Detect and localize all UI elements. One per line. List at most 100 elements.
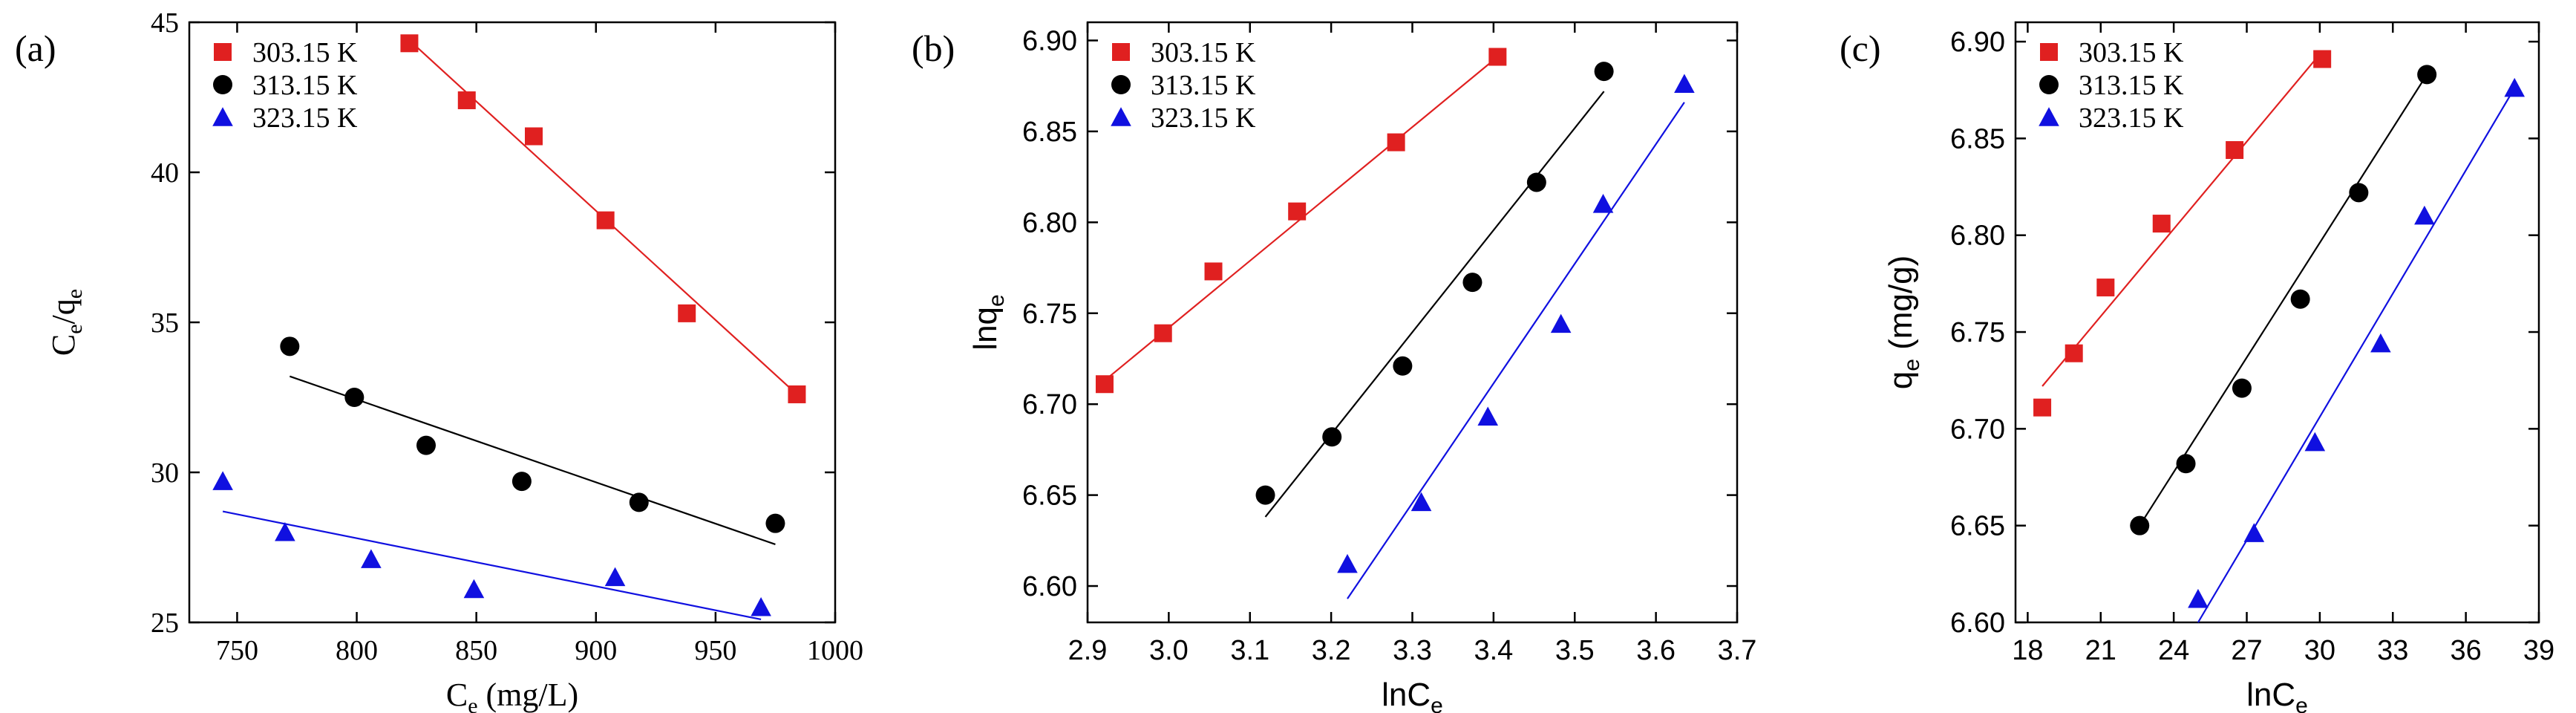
data-point-square [2033, 398, 2052, 417]
data-point-triangle [2370, 333, 2391, 353]
x-tick-label: 3.1 [1230, 635, 1269, 666]
data-point-circle [2290, 289, 2310, 309]
data-point-circle [416, 435, 436, 455]
data-point-square [678, 304, 696, 322]
y-tick-label: 6.65 [1022, 481, 1077, 512]
data-point-circle [2232, 378, 2252, 398]
data-point-triangle [2304, 432, 2326, 452]
legend-label: 313.15 K [1151, 70, 1256, 101]
data-point-triangle [1410, 492, 1432, 512]
data-point-square [2226, 141, 2244, 160]
y-tick-label: 6.70 [1950, 414, 2005, 445]
y-tick-label: 40 [151, 157, 179, 189]
x-axis-label-sub: e [2295, 694, 2308, 713]
x-tick-label: 3.4 [1474, 635, 1513, 666]
y-axis-label-mid: (mg/g) [1883, 255, 1919, 359]
x-axis-label-sub: e [1431, 694, 1443, 713]
data-point-square [1204, 262, 1223, 281]
data-point-triangle [2243, 523, 2265, 542]
data-point-circle [1255, 485, 1275, 505]
x-tick-label: 33 [2377, 635, 2408, 666]
y-tick-label: 30 [151, 458, 179, 489]
plot-frame [2014, 21, 2540, 624]
data-point-circle [2176, 454, 2196, 474]
y-axis-label: qe (mg/g) [1883, 255, 1924, 390]
legend-label: 323.15 K [2079, 102, 2184, 134]
data-point-triangle [1477, 406, 1499, 426]
y-axis-label-main: C [45, 334, 82, 356]
x-tick-label: 27 [2231, 635, 2262, 666]
data-point-circle [765, 513, 785, 533]
legend-marker-triangle [2039, 107, 2059, 126]
y-tick-label: 6.75 [1950, 317, 2005, 348]
y-tick-label: 6.60 [1950, 608, 2005, 639]
legend-label: 303.15 K [2079, 37, 2184, 68]
y-tick-label: 6.80 [1022, 207, 1077, 238]
data-point-circle [1462, 273, 1482, 293]
data-point-square [1387, 133, 1405, 152]
data-point-circle [1322, 427, 1342, 447]
data-point-square [596, 211, 615, 229]
y-axis-label-mid: /q [45, 299, 82, 324]
x-tick-label: 30 [2304, 635, 2335, 666]
data-point-square [2065, 344, 2083, 362]
panel-a: (a) 750 800 850 900 950 1000 25 30 35 40 45 Ce (mg/L… [15, 7, 863, 713]
legend-marker-square [214, 43, 232, 61]
x-tick-label: 950 [694, 635, 736, 666]
x-tick-label: 3.2 [1312, 635, 1351, 666]
y-axis-label-main: q [1883, 371, 1919, 389]
fit-line-triangle [2197, 88, 2516, 623]
y-tick-label: 6.70 [1022, 389, 1077, 420]
panel-label: (a) [15, 27, 56, 69]
panel-b: (b) 2.9 3.0 3.1 3.2 3.3 3.4 3.5 3.6 3.7 6.60 6.65 6.… [912, 21, 1757, 713]
legend-marker-square [2040, 43, 2058, 61]
legend-marker-square [1112, 43, 1130, 61]
data-point-square [2096, 279, 2115, 297]
data-point-triangle [1550, 313, 1572, 333]
legend-marker-circle [2039, 75, 2059, 94]
y-tick-label: 35 [151, 307, 179, 339]
y-tick-label: 45 [151, 7, 179, 39]
data-point-triangle [2414, 205, 2435, 225]
y-tick-label: 6.65 [1950, 511, 2005, 542]
y-tick-label: 6.90 [1022, 25, 1077, 56]
data-point-square [525, 127, 543, 146]
data-point-circle [1526, 172, 1546, 192]
x-tick-label: 900 [575, 635, 617, 666]
x-tick-label: 750 [216, 635, 258, 666]
data-point-triangle [1337, 553, 1358, 573]
x-tick-label: 800 [336, 635, 378, 666]
y-axis-label-main: lnq [967, 307, 1004, 351]
x-tick-label: 3.7 [1718, 635, 1757, 666]
legend-marker-circle [213, 75, 232, 94]
data-point-square [2313, 50, 2332, 68]
y-tick-label: 6.90 [1950, 27, 2005, 58]
data-point-triangle [361, 549, 382, 568]
x-axis-label-main: lnC [2246, 677, 2295, 713]
data-point-square [1095, 375, 1114, 394]
data-point-circle [2130, 515, 2150, 535]
y-axis-label-sub: e [62, 324, 87, 333]
data-point-square [457, 91, 476, 110]
x-tick-label: 3.5 [1555, 635, 1595, 666]
x-tick-label: 2.9 [1068, 635, 1108, 666]
data-point-circle [280, 336, 300, 356]
y-axis-label-sub: e [1900, 359, 1924, 371]
x-axis-label-sub: e [468, 694, 477, 713]
y-axis-label: Ce/qe [45, 289, 87, 356]
data-point-circle [2349, 183, 2369, 203]
data-point-triangle [604, 567, 626, 587]
y-tick-label: 6.60 [1022, 571, 1077, 602]
x-tick-label: 36 [2450, 635, 2481, 666]
x-tick-label: 21 [2085, 635, 2116, 666]
legend-label: 303.15 K [1151, 37, 1256, 68]
fit-line-square [2041, 51, 2324, 387]
y-axis-label: lnqe [967, 294, 1009, 350]
data-point-circle [344, 388, 365, 407]
legend-label: 323.15 K [1151, 102, 1256, 134]
legend-label: 313.15 K [2079, 70, 2184, 101]
legend-label: 323.15 K [252, 102, 358, 134]
y-tick-label: 6.75 [1022, 299, 1077, 330]
y-axis-label-sub: e [984, 294, 1009, 307]
fit-line-triangle [222, 510, 762, 621]
